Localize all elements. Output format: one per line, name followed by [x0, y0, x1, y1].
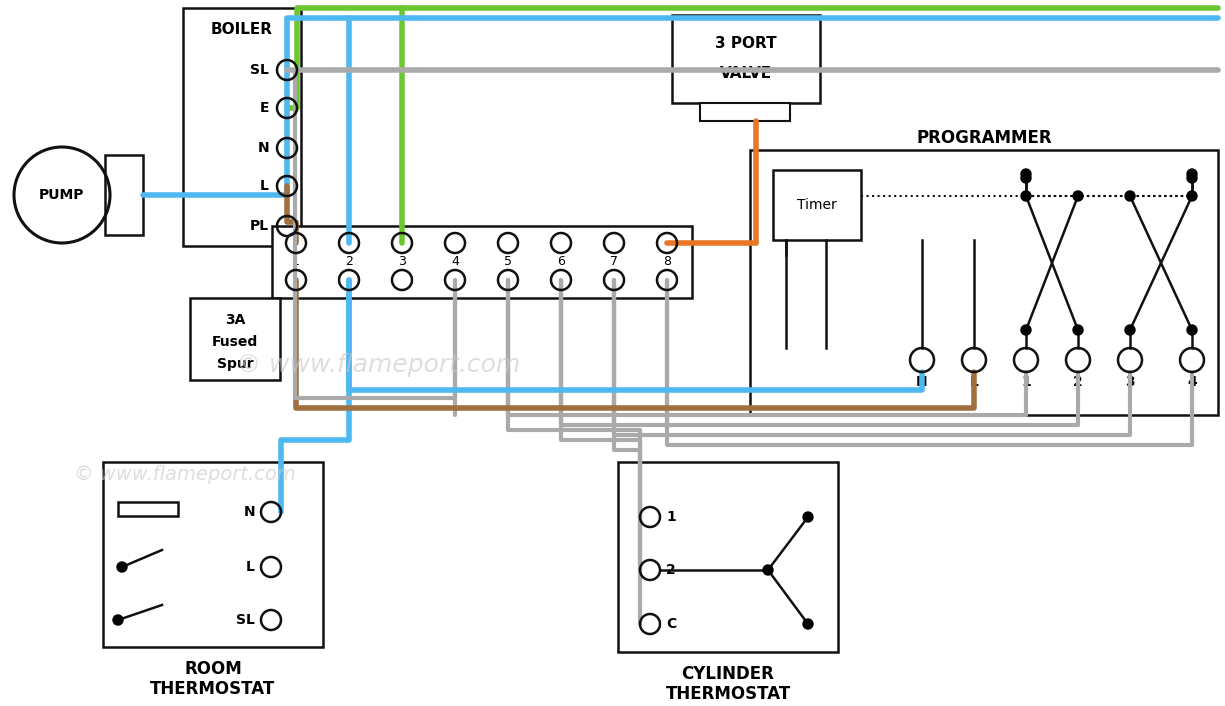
Text: 1: 1: [666, 510, 676, 524]
Bar: [750, 150, 1218, 415]
Text: 1: 1: [292, 255, 300, 268]
Circle shape: [1073, 191, 1083, 201]
Text: THERMOSTAT: THERMOSTAT: [665, 685, 790, 703]
Text: SL: SL: [236, 613, 255, 627]
Bar: [272, 226, 692, 298]
Text: 3 PORT: 3 PORT: [715, 35, 777, 51]
Text: E: E: [260, 101, 270, 115]
Text: 3A: 3A: [225, 313, 245, 327]
Circle shape: [1020, 191, 1031, 201]
Bar: [773, 170, 861, 240]
Bar: [673, 15, 820, 103]
Circle shape: [1020, 173, 1031, 183]
Text: L: L: [969, 375, 979, 389]
Text: 7: 7: [610, 255, 617, 268]
Text: 2: 2: [345, 255, 353, 268]
Bar: [183, 8, 301, 246]
Text: VALVE: VALVE: [720, 66, 772, 80]
Text: N: N: [257, 141, 270, 155]
Text: 2: 2: [1073, 375, 1083, 389]
Bar: [103, 462, 323, 647]
Text: N: N: [916, 375, 927, 389]
Text: L: L: [260, 179, 270, 193]
Circle shape: [1020, 325, 1031, 335]
Text: 6: 6: [557, 255, 565, 268]
Text: N: N: [244, 505, 255, 519]
Text: 3: 3: [398, 255, 405, 268]
Circle shape: [804, 512, 813, 522]
Circle shape: [1187, 169, 1197, 179]
Text: 1: 1: [1022, 375, 1031, 389]
Bar: [699, 103, 790, 121]
Text: ROOM: ROOM: [184, 660, 241, 678]
Text: 8: 8: [663, 255, 671, 268]
Text: BOILER: BOILER: [211, 23, 273, 37]
Text: Timer: Timer: [797, 198, 837, 212]
Text: Fused: Fused: [212, 335, 258, 349]
Text: L: L: [246, 560, 255, 574]
Circle shape: [1125, 325, 1136, 335]
Text: 5: 5: [503, 255, 512, 268]
Text: THERMOSTAT: THERMOSTAT: [151, 680, 276, 698]
Text: C: C: [666, 617, 676, 631]
Circle shape: [763, 565, 773, 575]
Circle shape: [1187, 191, 1197, 201]
Circle shape: [118, 562, 127, 572]
Circle shape: [1020, 169, 1031, 179]
Text: PROGRAMMER: PROGRAMMER: [916, 129, 1052, 147]
Bar: [617, 462, 838, 652]
Text: 4: 4: [1187, 375, 1197, 389]
Text: PL: PL: [250, 219, 270, 233]
Bar: [118, 502, 178, 516]
Text: 3: 3: [1126, 375, 1134, 389]
Circle shape: [1187, 325, 1197, 335]
Circle shape: [113, 615, 123, 625]
Text: 2: 2: [666, 563, 676, 577]
Text: CYLINDER: CYLINDER: [681, 665, 774, 683]
Text: © www.flameport.com: © www.flameport.com: [236, 353, 521, 377]
Circle shape: [1125, 191, 1136, 201]
Text: SL: SL: [250, 63, 270, 77]
Text: © www.flameport.com: © www.flameport.com: [75, 465, 296, 484]
Text: 4: 4: [451, 255, 459, 268]
Circle shape: [1187, 173, 1197, 183]
Text: PUMP: PUMP: [39, 188, 85, 202]
Text: Spur: Spur: [217, 357, 254, 371]
Circle shape: [804, 619, 813, 629]
Bar: [105, 155, 143, 235]
Circle shape: [1073, 325, 1083, 335]
Bar: [190, 298, 281, 380]
